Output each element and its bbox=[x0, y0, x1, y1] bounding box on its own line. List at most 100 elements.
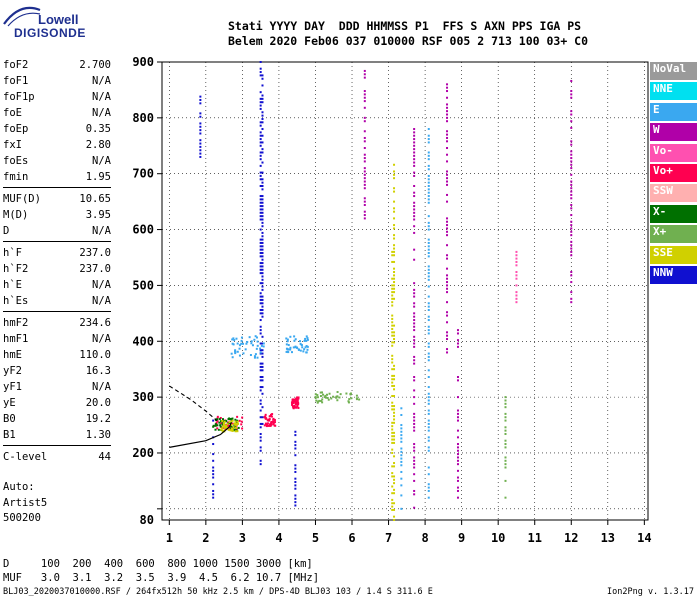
echo-point bbox=[259, 342, 262, 345]
echo-point bbox=[363, 173, 366, 176]
echo-point bbox=[413, 174, 416, 177]
echo-point bbox=[413, 426, 416, 429]
echo-point bbox=[265, 425, 268, 428]
echo-point bbox=[234, 350, 237, 353]
echo-point bbox=[413, 148, 416, 151]
parameter-table: foF2 2.700 foF1 N/A foF1p N/A foE N/A foEp 0.35 fx… bbox=[3, 57, 111, 465]
echo-point bbox=[413, 292, 416, 295]
legend-item-vo-: Vo+ bbox=[650, 163, 697, 182]
echo-point bbox=[261, 355, 264, 358]
echo-point bbox=[446, 311, 449, 314]
echo-point bbox=[286, 338, 289, 341]
echo-point bbox=[515, 257, 518, 260]
echo-point bbox=[216, 420, 219, 423]
param-key: yF1 bbox=[3, 381, 22, 393]
echo-point bbox=[427, 241, 430, 244]
echo-point bbox=[216, 424, 219, 427]
echo-point bbox=[363, 203, 366, 206]
x-tick-label: 3 bbox=[239, 531, 246, 545]
echo-point bbox=[427, 248, 430, 251]
echo-point bbox=[413, 412, 416, 415]
echo-point bbox=[413, 402, 416, 405]
echo-point bbox=[261, 416, 264, 419]
echo-point bbox=[254, 335, 257, 338]
echo-point bbox=[413, 456, 416, 459]
echo-point bbox=[393, 163, 396, 166]
param-row: h`F 237.0 bbox=[3, 245, 111, 261]
echo-point bbox=[261, 178, 264, 181]
echo-point bbox=[427, 238, 430, 241]
echo-point bbox=[413, 429, 416, 432]
echo-point bbox=[259, 104, 262, 107]
echo-point bbox=[413, 389, 416, 392]
echo-point bbox=[391, 505, 394, 508]
echo-point bbox=[303, 339, 306, 342]
echo-point bbox=[456, 419, 459, 422]
echo-point bbox=[413, 288, 416, 291]
echo-point bbox=[413, 282, 416, 285]
echo-point bbox=[236, 430, 239, 433]
echo-point bbox=[259, 268, 262, 271]
echo-point bbox=[238, 344, 241, 347]
echo-point bbox=[427, 473, 430, 476]
param-key: C-level bbox=[3, 451, 48, 463]
echo-point bbox=[413, 161, 416, 164]
echo-point bbox=[240, 336, 243, 339]
echo-point bbox=[391, 260, 394, 263]
echo-point bbox=[212, 459, 215, 462]
echo-point bbox=[427, 359, 430, 362]
echo-point bbox=[250, 342, 253, 345]
echo-point bbox=[261, 376, 264, 379]
echo-point bbox=[212, 443, 215, 446]
echo-point bbox=[393, 488, 396, 491]
echo-point bbox=[427, 181, 430, 184]
echo-point bbox=[515, 271, 518, 274]
param-value: N/A bbox=[92, 91, 111, 103]
echo-point bbox=[427, 489, 430, 492]
param-key: hmF2 bbox=[3, 317, 29, 329]
echo-point bbox=[261, 406, 264, 409]
echo-point bbox=[393, 502, 396, 505]
echo-point bbox=[256, 356, 259, 359]
echo-point bbox=[393, 331, 396, 334]
echo-point bbox=[291, 403, 294, 406]
echo-point bbox=[391, 368, 394, 371]
echo-point bbox=[400, 484, 403, 487]
echo-point bbox=[363, 167, 366, 170]
echo-point bbox=[289, 348, 292, 351]
header-line-labels: Stati YYYY DAY DDD HHMMSS P1 FFS S AXN P… bbox=[228, 19, 582, 33]
echo-point bbox=[259, 154, 262, 157]
echo-point bbox=[393, 190, 396, 193]
param-key: B1 bbox=[3, 429, 16, 441]
param-row: fxI 2.80 bbox=[3, 137, 111, 153]
echo-point bbox=[231, 422, 234, 425]
echo-point bbox=[259, 164, 262, 167]
echo-point bbox=[259, 255, 262, 258]
echo-point bbox=[212, 419, 215, 422]
echo-point bbox=[413, 302, 416, 305]
echo-point bbox=[263, 424, 266, 427]
echo-point bbox=[336, 399, 339, 402]
echo-point bbox=[305, 335, 308, 338]
param-separator bbox=[3, 241, 111, 242]
echo-point bbox=[413, 342, 416, 345]
echo-point bbox=[259, 67, 262, 70]
echo-point bbox=[413, 201, 416, 204]
y-tick-label: 800 bbox=[132, 111, 154, 125]
echo-point bbox=[291, 405, 294, 408]
echo-point bbox=[446, 314, 449, 317]
echo-point bbox=[446, 180, 449, 183]
param-value: 1.95 bbox=[85, 171, 111, 183]
echo-point bbox=[259, 449, 262, 452]
echo-point bbox=[427, 422, 430, 425]
echo-point bbox=[393, 341, 396, 344]
echo-point bbox=[294, 430, 297, 433]
echo-point bbox=[393, 200, 396, 203]
echo-point bbox=[259, 389, 262, 392]
echo-point bbox=[294, 338, 297, 341]
echo-point bbox=[259, 319, 262, 322]
echo-point bbox=[212, 476, 215, 479]
echo-point bbox=[264, 413, 267, 416]
echo-point bbox=[446, 234, 449, 237]
